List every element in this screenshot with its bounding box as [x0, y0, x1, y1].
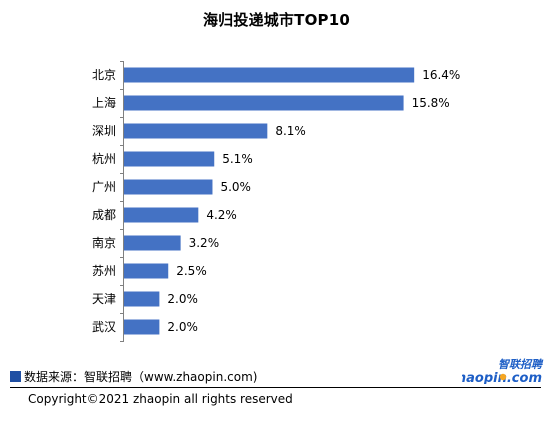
value-label-4: 5.0%: [220, 180, 251, 194]
category-label-0: 北京: [92, 68, 116, 82]
value-label-3: 5.1%: [222, 152, 253, 166]
bar-0: [124, 67, 415, 83]
bar-6: [124, 235, 181, 251]
category-label-8: 天津: [92, 292, 116, 306]
value-label-1: 15.8%: [412, 96, 450, 110]
value-label-7: 2.5%: [176, 264, 207, 278]
value-label-2: 8.1%: [275, 124, 306, 138]
category-label-2: 深圳: [92, 124, 116, 138]
bar-2: [124, 123, 268, 139]
source-marker: [10, 370, 21, 382]
value-label-8: 2.0%: [167, 292, 198, 306]
category-label-9: 武汉: [92, 320, 116, 334]
source-text: 数据来源：智联招聘（www.zhaopin.com): [24, 369, 258, 384]
bar-chart: 北京 16.4% 上海 15.8% 深圳 8.1% 杭州 5.1% 广州 5.0% 成都 4.2% 南京…: [92, 61, 460, 342]
chart-title: 海归投递城市TOP10: [202, 11, 351, 29]
bar-9: [124, 319, 160, 335]
bar-8: [124, 291, 160, 307]
bar-3: [124, 151, 215, 167]
value-label-0: 16.4%: [422, 68, 460, 82]
bar-1: [124, 95, 404, 111]
logo-text-cn: 智联招聘: [498, 358, 544, 371]
category-label-4: 广州: [92, 180, 116, 194]
category-label-5: 成都: [92, 208, 116, 222]
footer-divider: [10, 387, 541, 388]
copyright-text: Copyright©2021 zhaopin all rights reserv…: [28, 392, 293, 406]
bars-group: 北京 16.4% 上海 15.8% 深圳 8.1% 杭州 5.1% 广州 5.0% 成都 4.2% 南京…: [92, 61, 460, 342]
category-label-1: 上海: [92, 95, 116, 110]
bar-5: [124, 207, 199, 223]
source-row: 数据来源：智联招聘（www.zhaopin.com): [10, 368, 257, 384]
category-label-6: 南京: [92, 235, 116, 250]
category-label-3: 杭州: [92, 151, 116, 166]
bar-4: [124, 179, 213, 195]
bar-7: [124, 263, 169, 279]
zhaopin-logo: 智联招聘 zhaopin.com: [462, 358, 544, 384]
logo-accent-icon: [499, 373, 507, 381]
value-label-5: 4.2%: [206, 208, 237, 222]
value-label-9: 2.0%: [167, 320, 198, 334]
value-label-6: 3.2%: [189, 236, 220, 250]
category-label-7: 苏州: [92, 264, 116, 278]
